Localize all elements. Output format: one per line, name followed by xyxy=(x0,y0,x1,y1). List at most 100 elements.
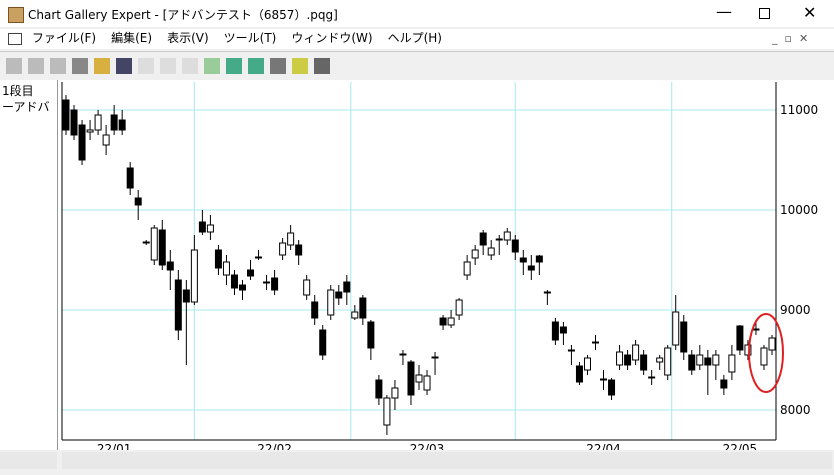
candle-body xyxy=(736,325,744,351)
candle-body xyxy=(632,344,640,361)
candle-body xyxy=(704,357,712,366)
candle-body xyxy=(423,375,431,391)
candle-body xyxy=(447,317,455,326)
y-tick-label: 8000 xyxy=(780,403,811,417)
candle-body xyxy=(527,265,535,271)
candle-body xyxy=(391,387,399,399)
candle-body xyxy=(78,124,86,161)
candle-body xyxy=(624,354,632,366)
y-tick-label: 11000 xyxy=(780,103,818,117)
candle-body xyxy=(255,256,263,259)
candle-body xyxy=(656,357,664,363)
candle-body xyxy=(271,277,279,291)
candle-body xyxy=(230,274,238,289)
x-tick-label: 22/03 xyxy=(410,442,445,450)
candle-body xyxy=(190,249,198,303)
candle-body xyxy=(463,261,471,276)
candle-body xyxy=(688,354,696,371)
candle-body xyxy=(118,119,126,131)
candle-body xyxy=(263,281,271,284)
h-scrollbar-left[interactable] xyxy=(0,452,57,469)
candle-body xyxy=(672,311,680,346)
candle-body xyxy=(471,249,479,259)
candle-body xyxy=(487,247,495,256)
candle-body xyxy=(287,232,295,246)
candle-body xyxy=(279,242,287,256)
candle-body xyxy=(198,221,206,233)
candle-body xyxy=(543,291,551,294)
candle-body xyxy=(431,356,439,359)
window-title: Chart Gallery Expert - [アドバンテスト（6857）.pq… xyxy=(28,8,338,22)
menu-icon xyxy=(8,33,22,45)
candle-body xyxy=(415,374,423,383)
candle-body xyxy=(295,244,303,256)
menu-item[interactable]: 表示(V) xyxy=(167,31,209,45)
candle-body xyxy=(752,328,760,331)
candle-body xyxy=(102,134,110,146)
candle-body xyxy=(696,354,704,366)
candle-body xyxy=(359,297,367,319)
candle-body xyxy=(503,231,511,241)
candle-body xyxy=(367,321,375,349)
x-tick-label: 22/02 xyxy=(257,442,292,450)
close[interactable]: ✕ xyxy=(803,3,817,22)
pane-label: 1段目 xyxy=(2,84,34,98)
candle-body xyxy=(664,347,672,376)
candle-body xyxy=(142,241,150,244)
menu-item[interactable]: ツール(T) xyxy=(223,31,277,45)
candle-body xyxy=(335,291,343,299)
candle-body xyxy=(479,232,487,246)
candle-body xyxy=(383,397,391,426)
candle-body xyxy=(303,279,311,296)
app-icon xyxy=(8,7,24,23)
candle-body xyxy=(608,379,616,396)
candle-body xyxy=(182,289,190,303)
menu-item[interactable]: ウィンドウ(W) xyxy=(291,31,373,45)
candle-body xyxy=(150,227,158,261)
candle-body xyxy=(375,379,383,399)
candle-body xyxy=(567,349,575,352)
candle-body xyxy=(351,311,359,319)
candle-body xyxy=(640,354,648,371)
candle-body xyxy=(206,224,214,233)
candle-body xyxy=(439,317,447,326)
minimize[interactable]: — xyxy=(716,2,732,21)
chart: 8000 9000 10000 11000 22/01 22/02 22/03 22/04 22… xyxy=(58,80,834,450)
candle-body xyxy=(768,337,776,351)
candle-body xyxy=(86,129,94,133)
candle-body xyxy=(311,301,319,319)
candle-body xyxy=(174,279,182,331)
candle-body xyxy=(214,249,222,269)
x-tick-label: 22/04 xyxy=(586,442,621,450)
title-bar: Chart Gallery Expert - [アドバンテスト（6857）.pq… xyxy=(0,0,834,27)
candle-body xyxy=(495,238,503,241)
h-scrollbar[interactable] xyxy=(62,452,832,469)
y-tick-label: 10000 xyxy=(780,203,818,217)
candle-body xyxy=(648,376,656,379)
candle-body xyxy=(744,344,752,356)
candle-body xyxy=(239,284,246,291)
menu-bar: ファイル(F) 編集(E) 表示(V) ツール(T) ウィンドウ(W) ヘルプ(H) xyxy=(0,29,834,49)
candle-body xyxy=(62,99,70,131)
menu-item[interactable]: ファイル(F) xyxy=(31,31,97,45)
candle-body xyxy=(166,261,174,271)
candle-body xyxy=(70,109,78,136)
left-panel: 1段目 ーアドバ xyxy=(0,80,58,450)
candle-body xyxy=(728,354,736,373)
candle-body xyxy=(319,329,327,356)
candle-body xyxy=(222,261,230,276)
candle-body xyxy=(559,326,567,334)
candle-body xyxy=(247,269,255,277)
candle-body xyxy=(720,379,728,389)
y-tick-label: 9000 xyxy=(780,303,811,317)
candle-body xyxy=(511,239,519,253)
menu-item[interactable]: ヘルプ(H) xyxy=(387,31,442,45)
menu-item[interactable]: 編集(E) xyxy=(111,31,153,45)
maximize[interactable] xyxy=(759,8,770,19)
mdi-buttons: _ ▫ ✕ xyxy=(772,32,809,45)
candle-body xyxy=(760,347,768,366)
series-label: ーアドバ xyxy=(2,100,50,114)
candle-body xyxy=(134,197,142,206)
highlight-circle xyxy=(748,313,784,393)
toolbar xyxy=(0,51,834,81)
